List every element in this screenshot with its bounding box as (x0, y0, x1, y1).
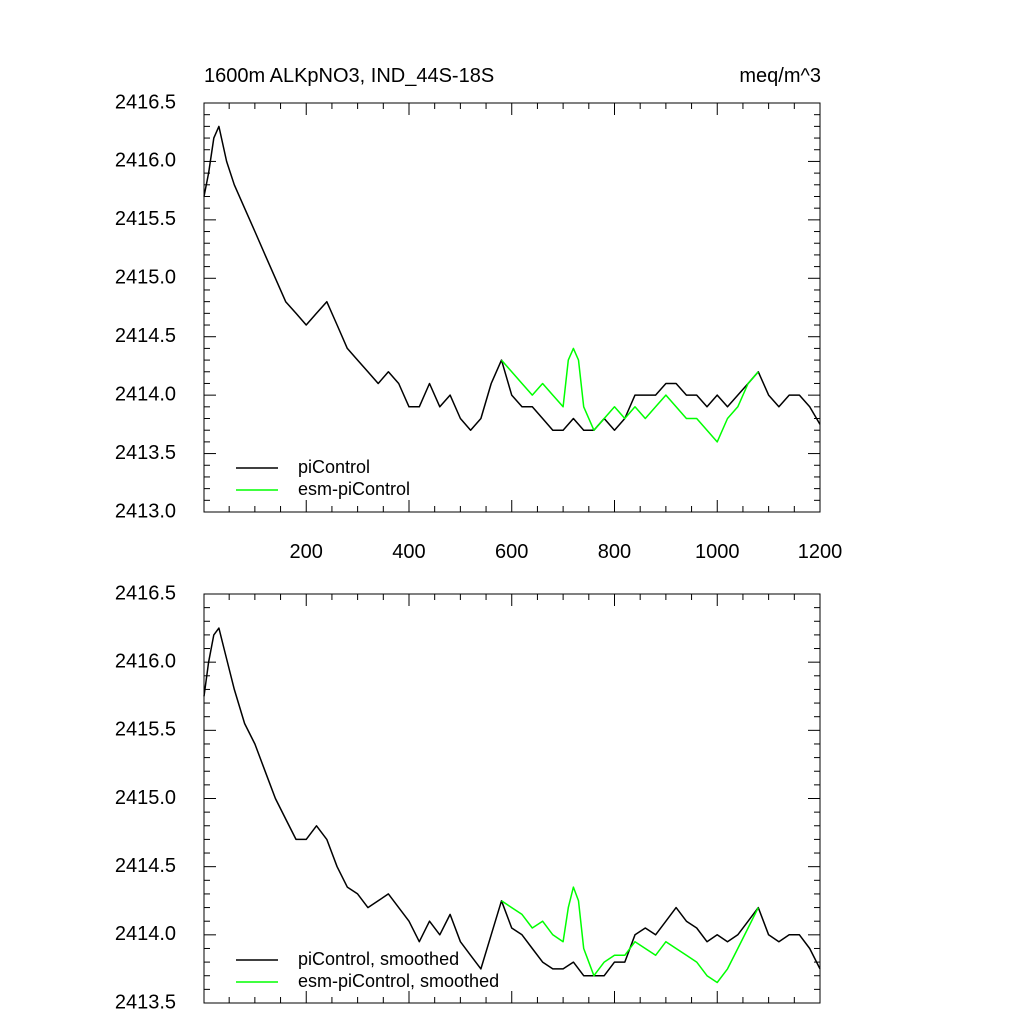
y-tick-label: 2415.0 (115, 267, 176, 289)
y-tick-label: 2415.5 (115, 208, 176, 230)
y-tick-label: 2414.5 (115, 855, 176, 877)
y-tick-label: 2413.5 (115, 442, 176, 464)
y-tick-label: 2416.0 (115, 150, 176, 172)
x-tick-label: 400 (392, 541, 425, 563)
chart-title: 1600m ALKpNO3, IND_44S-18S (204, 65, 494, 87)
series-line-esm-picontrol-smoothed (501, 886, 759, 984)
y-tick-label: 2415.5 (115, 719, 176, 741)
y-tick-label: 2416.5 (115, 91, 176, 113)
bottom-panel: 2413.5 2414.0 2414.5 2415.0 2415.5 2416.0 2416… (115, 582, 821, 1013)
series-line-picontrol-smoothed (203, 627, 821, 977)
legend-label: piControl, smoothed (298, 949, 459, 969)
legend-label: esm-piControl (298, 479, 410, 499)
series-line-picontrol (203, 125, 821, 431)
legend-label: piControl (298, 457, 370, 477)
x-tick-label: 200 (290, 541, 323, 563)
chart-units: meq/m^3 (739, 65, 821, 87)
y-tick-label: 2416.5 (115, 582, 176, 604)
top-panel: 2413.0 2413.5 2414.0 2414.5 2415.0 2415.5 2416… (115, 91, 842, 563)
y-tick-label: 2414.0 (115, 923, 176, 945)
x-tick-label: 1000 (695, 541, 740, 563)
x-tick-label: 600 (495, 541, 528, 563)
y-tick-label: 2416.0 (115, 650, 176, 672)
x-tick-label: 1200 (798, 541, 843, 563)
y-tick-label: 2414.5 (115, 325, 176, 347)
plot-frame (203, 102, 821, 513)
y-tick-label: 2414.0 (115, 383, 176, 405)
y-tick-label: 2413.0 (115, 500, 176, 522)
x-tick-label: 800 (598, 541, 631, 563)
y-tick-label: 2415.0 (115, 787, 176, 809)
legend-label: esm-piControl, smoothed (298, 971, 499, 991)
y-tick-label: 2413.5 (115, 991, 176, 1013)
series-line-esm-picontrol (500, 347, 759, 443)
